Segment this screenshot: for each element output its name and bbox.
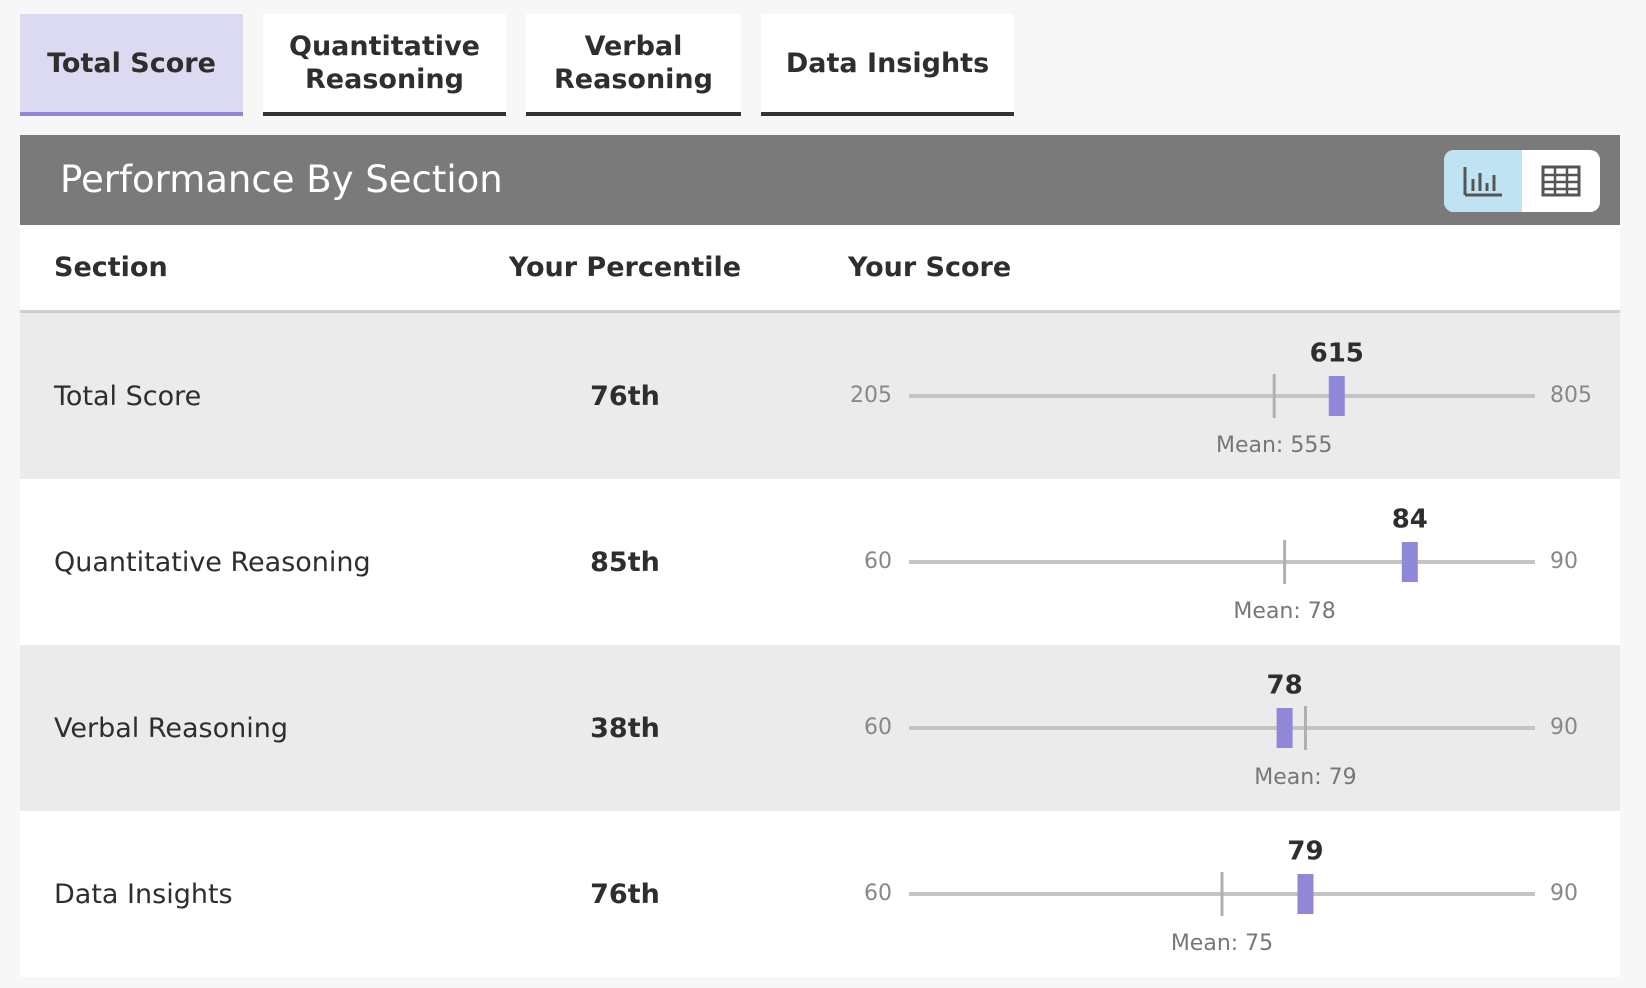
mean-label: Mean: 78 (1233, 599, 1335, 624)
score-marker (1328, 376, 1345, 416)
range-min: 205 (850, 383, 892, 408)
score-slider: 60 90 Mean: 78 84 (864, 505, 1578, 625)
section-title: Performance By Section (60, 158, 503, 201)
section-name: Data Insights (54, 878, 233, 910)
score-marker (1276, 708, 1293, 748)
section-name: Quantitative Reasoning (54, 546, 371, 578)
percentile: 38th (590, 712, 660, 744)
score-label: 79 (1287, 837, 1323, 867)
range-max: 805 (1550, 383, 1592, 408)
tab[interactable]: Data Insights (761, 14, 1014, 116)
percentile: 85th (590, 546, 660, 578)
mean-label: Mean: 75 (1171, 931, 1273, 956)
section-name: Total Score (54, 380, 202, 412)
mean-label: Mean: 79 (1254, 765, 1356, 790)
tab[interactable]: Quantitative Reasoning (263, 14, 506, 116)
score-label: 84 (1392, 505, 1428, 535)
range-max: 90 (1550, 881, 1578, 906)
table-row: Verbal Reasoning 38th 60 90 Mean: 79 78 (20, 645, 1620, 811)
chart-icon (1463, 167, 1502, 197)
section-header: Performance By Section (20, 135, 1620, 225)
column-header: Your Percentile (508, 252, 742, 283)
score-slider: 60 90 Mean: 75 79 (864, 837, 1578, 957)
tab[interactable]: Total Score (20, 14, 243, 116)
mean-label: Mean: 555 (1216, 433, 1332, 458)
range-max: 90 (1550, 549, 1578, 574)
score-marker (1297, 874, 1314, 914)
table-row: Data Insights 76th 60 90 Mean: 75 79 (20, 811, 1620, 977)
table-view-button[interactable] (1522, 150, 1600, 212)
range-min: 60 (864, 549, 892, 574)
table-header: Section Your Percentile Your Score (20, 225, 1620, 313)
column-header: Section (54, 252, 168, 283)
score-label: 78 (1267, 671, 1303, 701)
score-label: 615 (1310, 339, 1364, 369)
column-header: Your Score (848, 252, 1012, 283)
section-name: Verbal Reasoning (54, 712, 289, 744)
tab[interactable]: Verbal Reasoning (526, 14, 741, 116)
score-marker (1401, 542, 1418, 582)
chart-view-button[interactable] (1444, 150, 1522, 212)
percentile: 76th (590, 380, 660, 412)
table-row: Quantitative Reasoning 85th 60 90 Mean: 78 84 (20, 479, 1620, 645)
range-max: 90 (1550, 715, 1578, 740)
range-min: 60 (864, 881, 892, 906)
percentile: 76th (590, 878, 660, 910)
table-row: Total Score 76th 205 805 Mean: 555 615 (20, 313, 1620, 479)
score-slider: 60 90 Mean: 79 78 (864, 671, 1578, 791)
range-min: 60 (864, 715, 892, 740)
table-icon (1541, 165, 1581, 197)
view-toggle (1444, 150, 1600, 212)
score-slider: 205 805 Mean: 555 615 (850, 339, 1592, 459)
